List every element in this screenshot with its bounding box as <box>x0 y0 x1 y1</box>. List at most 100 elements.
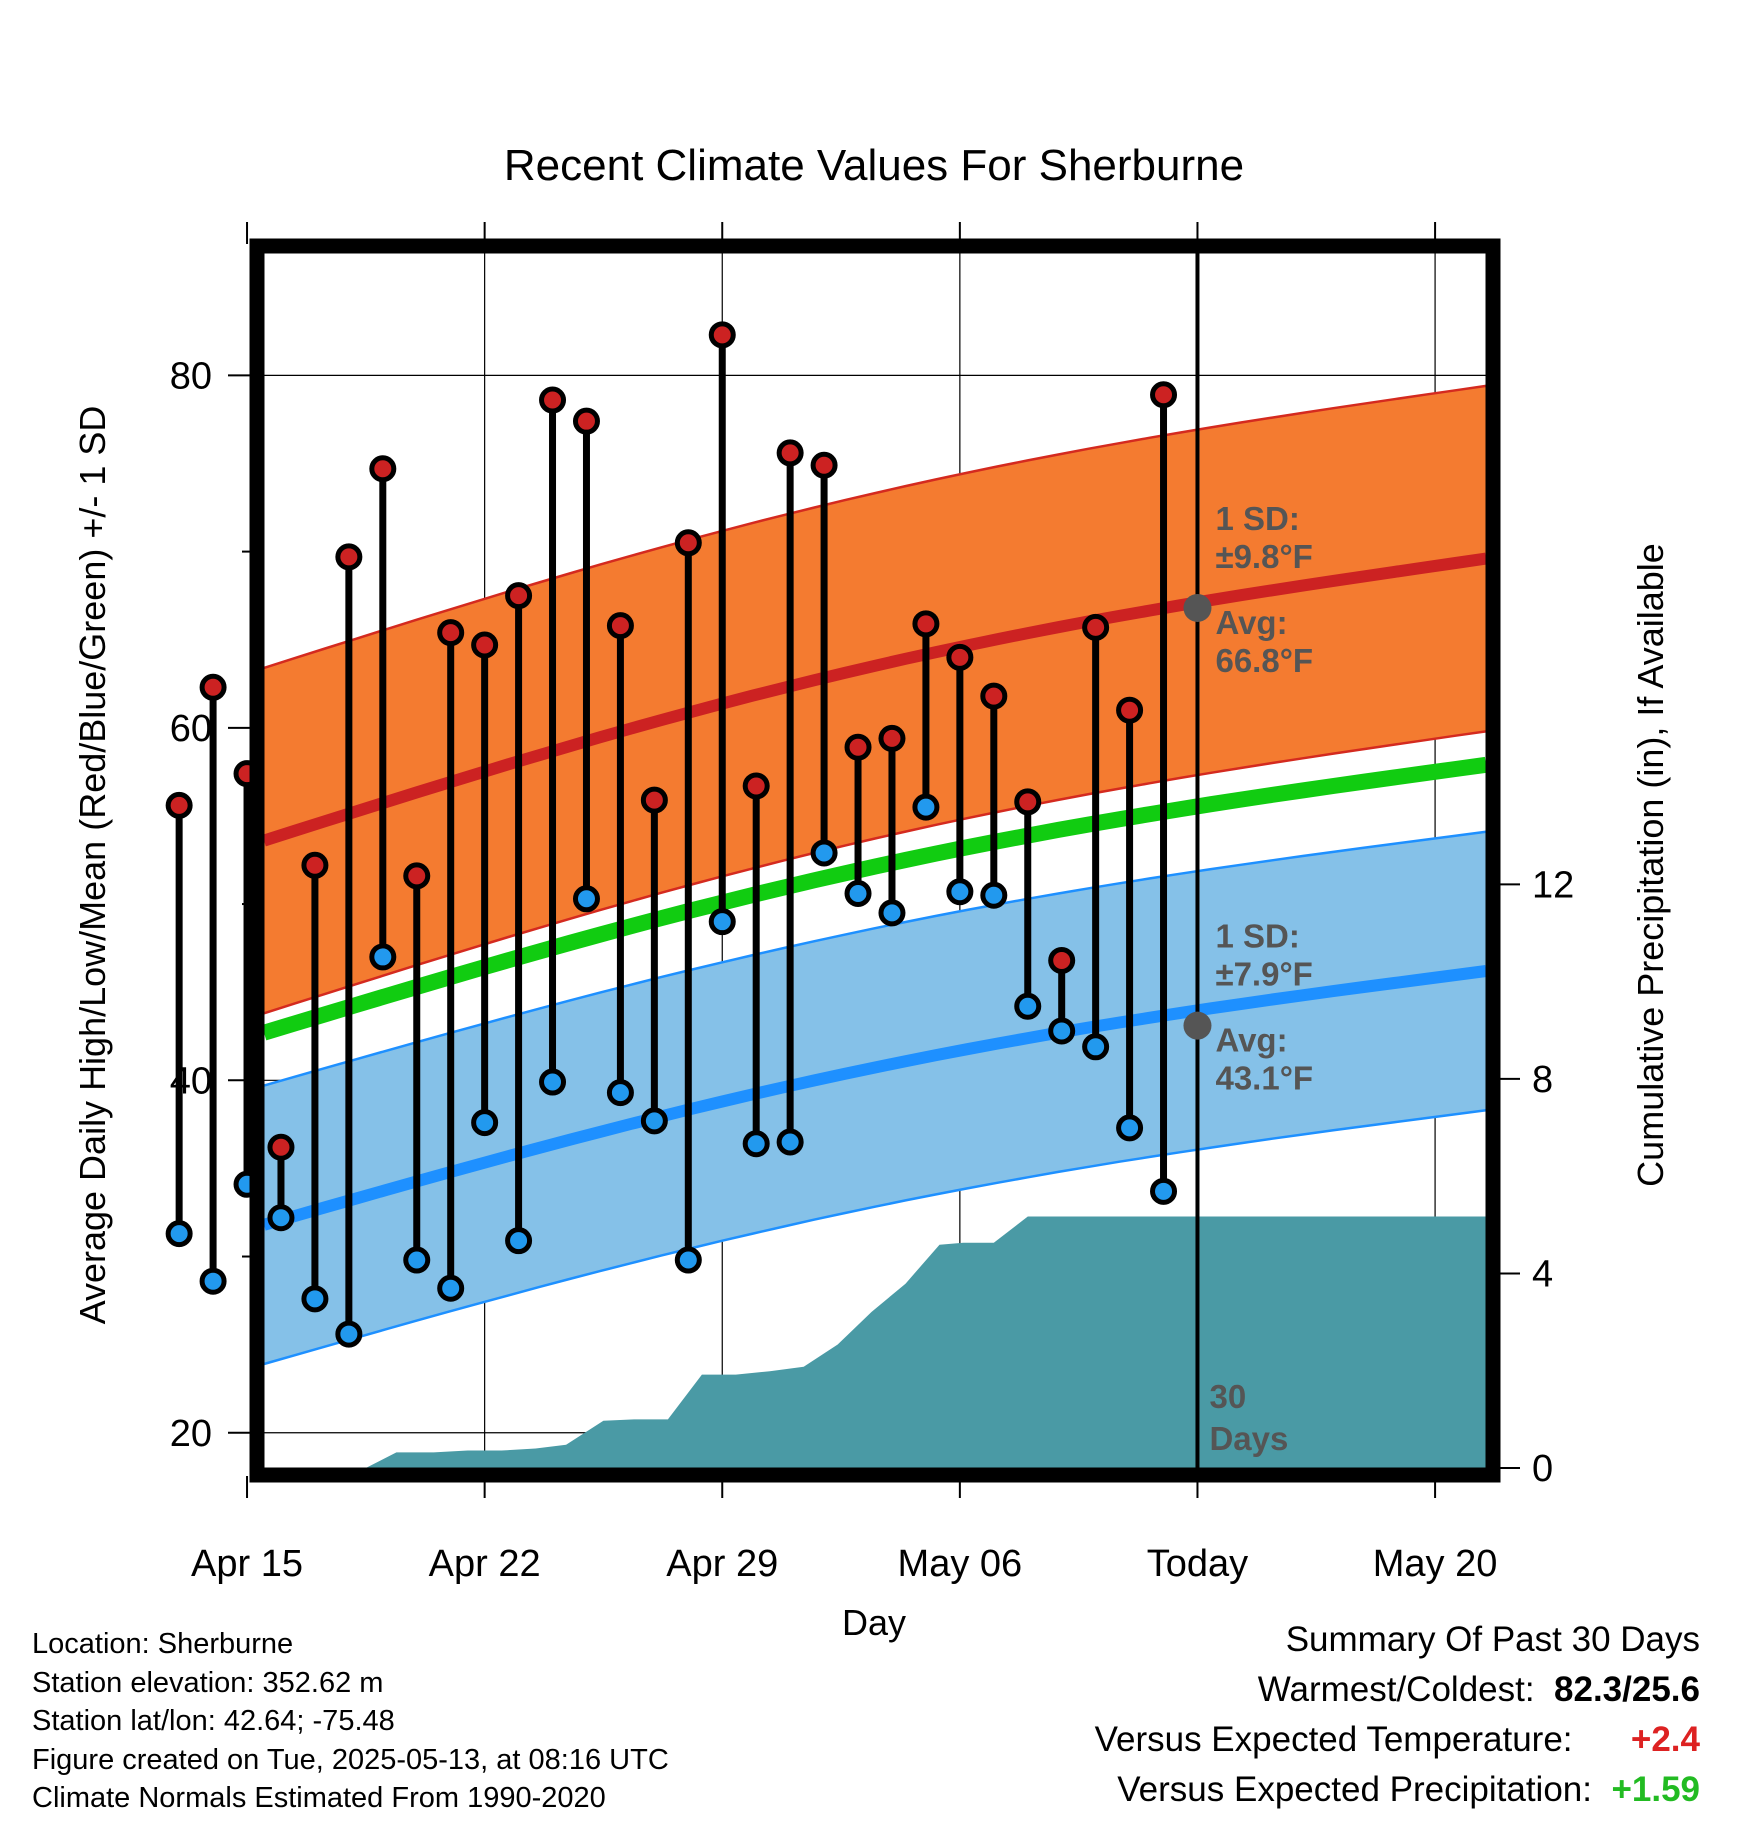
low-point <box>572 885 600 913</box>
high-sd-upper-line <box>263 384 1487 670</box>
low-point <box>606 1079 634 1107</box>
low-point <box>980 881 1008 909</box>
low-point <box>1150 1177 1178 1205</box>
low-point <box>844 879 872 907</box>
high-point <box>912 610 940 638</box>
y-tick-label: 40 <box>170 1060 212 1102</box>
low-point <box>1048 1017 1076 1045</box>
high-point <box>1082 613 1110 641</box>
high-point <box>369 455 397 483</box>
mean-line <box>262 756 1488 1041</box>
high-point <box>471 631 499 659</box>
high-sd-band <box>264 385 1486 1014</box>
chart-title: Recent Climate Values For Sherburne <box>504 141 1244 190</box>
low-point <box>708 908 736 936</box>
high-point <box>946 643 974 671</box>
low-point <box>674 1246 702 1274</box>
high-sd-value: ±9.8°F <box>1215 538 1312 575</box>
y-tick-label: 60 <box>170 708 212 750</box>
low-point <box>1082 1033 1110 1061</box>
high-point <box>1014 788 1042 816</box>
station-info: Location: Sherburne Station elevation: 3… <box>32 1625 669 1818</box>
low-avg-today-marker <box>1183 1011 1212 1040</box>
x-tick-label: Today <box>1147 1543 1248 1585</box>
warm-cold-value: 82.3/25.6 <box>1554 1670 1700 1709</box>
high-point <box>1116 696 1144 724</box>
low-sd-band <box>264 831 1486 1364</box>
high-point <box>505 582 533 610</box>
high-point <box>199 673 227 701</box>
high-point <box>572 407 600 435</box>
y2-tick-label: 4 <box>1532 1253 1553 1295</box>
low-sd-label: 1 SD: <box>1215 918 1299 955</box>
low-sd-value: ±7.9°F <box>1215 956 1312 993</box>
low-point <box>403 1246 431 1274</box>
x-axis-label: Day <box>842 1602 906 1643</box>
y2-tick-label: 0 <box>1532 1448 1553 1490</box>
high-point <box>776 439 804 467</box>
high-point <box>437 619 465 647</box>
high-avg-line <box>262 552 1487 847</box>
plot-frame <box>249 238 1501 1483</box>
high-point <box>844 733 872 761</box>
created-text: Figure created on Tue, 2025-05-13, at 08… <box>32 1743 669 1776</box>
low-avg-label: Avg: <box>1215 1022 1287 1059</box>
x-tick-label: Apr 29 <box>666 1543 778 1585</box>
normals-text: Climate Normals Estimated From 1990-2020 <box>32 1782 606 1814</box>
low-avg-value: 43.1°F <box>1215 1060 1313 1097</box>
high-point <box>878 724 906 752</box>
low-point <box>1116 1114 1144 1142</box>
high-avg-label: Avg: <box>1215 604 1287 641</box>
warm-cold-label: Warmest/Coldest: <box>1257 1670 1535 1709</box>
high-point <box>403 862 431 890</box>
low-avg-line <box>262 965 1487 1231</box>
high-sd-label: 1 SD: <box>1215 500 1299 537</box>
low-point <box>810 839 838 867</box>
x-tick-label: May 06 <box>898 1543 1023 1585</box>
summary-precip: Versus Expected Precipitation: +1.59 <box>1095 1765 1700 1815</box>
summary-heading: Summary Of Past 30 Days <box>1285 1620 1700 1659</box>
low-point <box>301 1285 329 1313</box>
low-point <box>267 1204 295 1232</box>
low-point <box>912 793 940 821</box>
low-point <box>335 1320 363 1348</box>
location-text: Location: Sherburne <box>32 1628 294 1660</box>
low-point <box>1014 992 1042 1020</box>
high-point <box>267 1133 295 1161</box>
low-point <box>369 943 397 971</box>
elevation-text: Station elevation: 352.62 m <box>32 1666 384 1699</box>
low-sd-lower-line <box>263 1108 1487 1366</box>
y-tick-label: 20 <box>170 1413 212 1455</box>
high-avg-value: 66.8°F <box>1215 642 1313 679</box>
summary-panel: Summary Of Past 30 Days Warmest/Coldest:… <box>1095 1615 1700 1815</box>
high-point <box>810 451 838 479</box>
low-point <box>437 1274 465 1302</box>
high-point <box>980 682 1008 710</box>
high-point <box>1150 381 1178 409</box>
y2-axis-label: Cumulative Precipitation (in), If Availa… <box>1630 543 1671 1187</box>
y-axis-label: Average Daily High/Low/Mean (Red/Blue/Gr… <box>72 406 113 1325</box>
high-point <box>742 772 770 800</box>
low-point <box>878 899 906 927</box>
low-point <box>742 1130 770 1158</box>
high-sd-lower-line <box>263 730 1487 1015</box>
low-point <box>165 1220 193 1248</box>
high-point <box>640 786 668 814</box>
precip-value: +1.59 <box>1611 1770 1700 1809</box>
y-tick-label: 80 <box>170 355 212 397</box>
high-point <box>674 529 702 557</box>
summary-warm-cold: Warmest/Coldest: 82.3/25.6 <box>1095 1665 1700 1715</box>
y2-tick-label: 8 <box>1532 1059 1553 1101</box>
days-label-number: 30 <box>1209 1378 1246 1415</box>
high-point <box>301 851 329 879</box>
precip-area <box>264 1216 1486 1468</box>
high-point <box>335 543 363 571</box>
temp-label: Versus Expected Temperature: <box>1094 1720 1573 1759</box>
high-point <box>1048 946 1076 974</box>
x-tick-label: May 20 <box>1373 1543 1498 1585</box>
low-point <box>505 1227 533 1255</box>
latlon-text: Station lat/lon: 42.64; -75.48 <box>32 1705 395 1737</box>
high-avg-today-marker <box>1183 593 1212 622</box>
low-point <box>776 1128 804 1156</box>
